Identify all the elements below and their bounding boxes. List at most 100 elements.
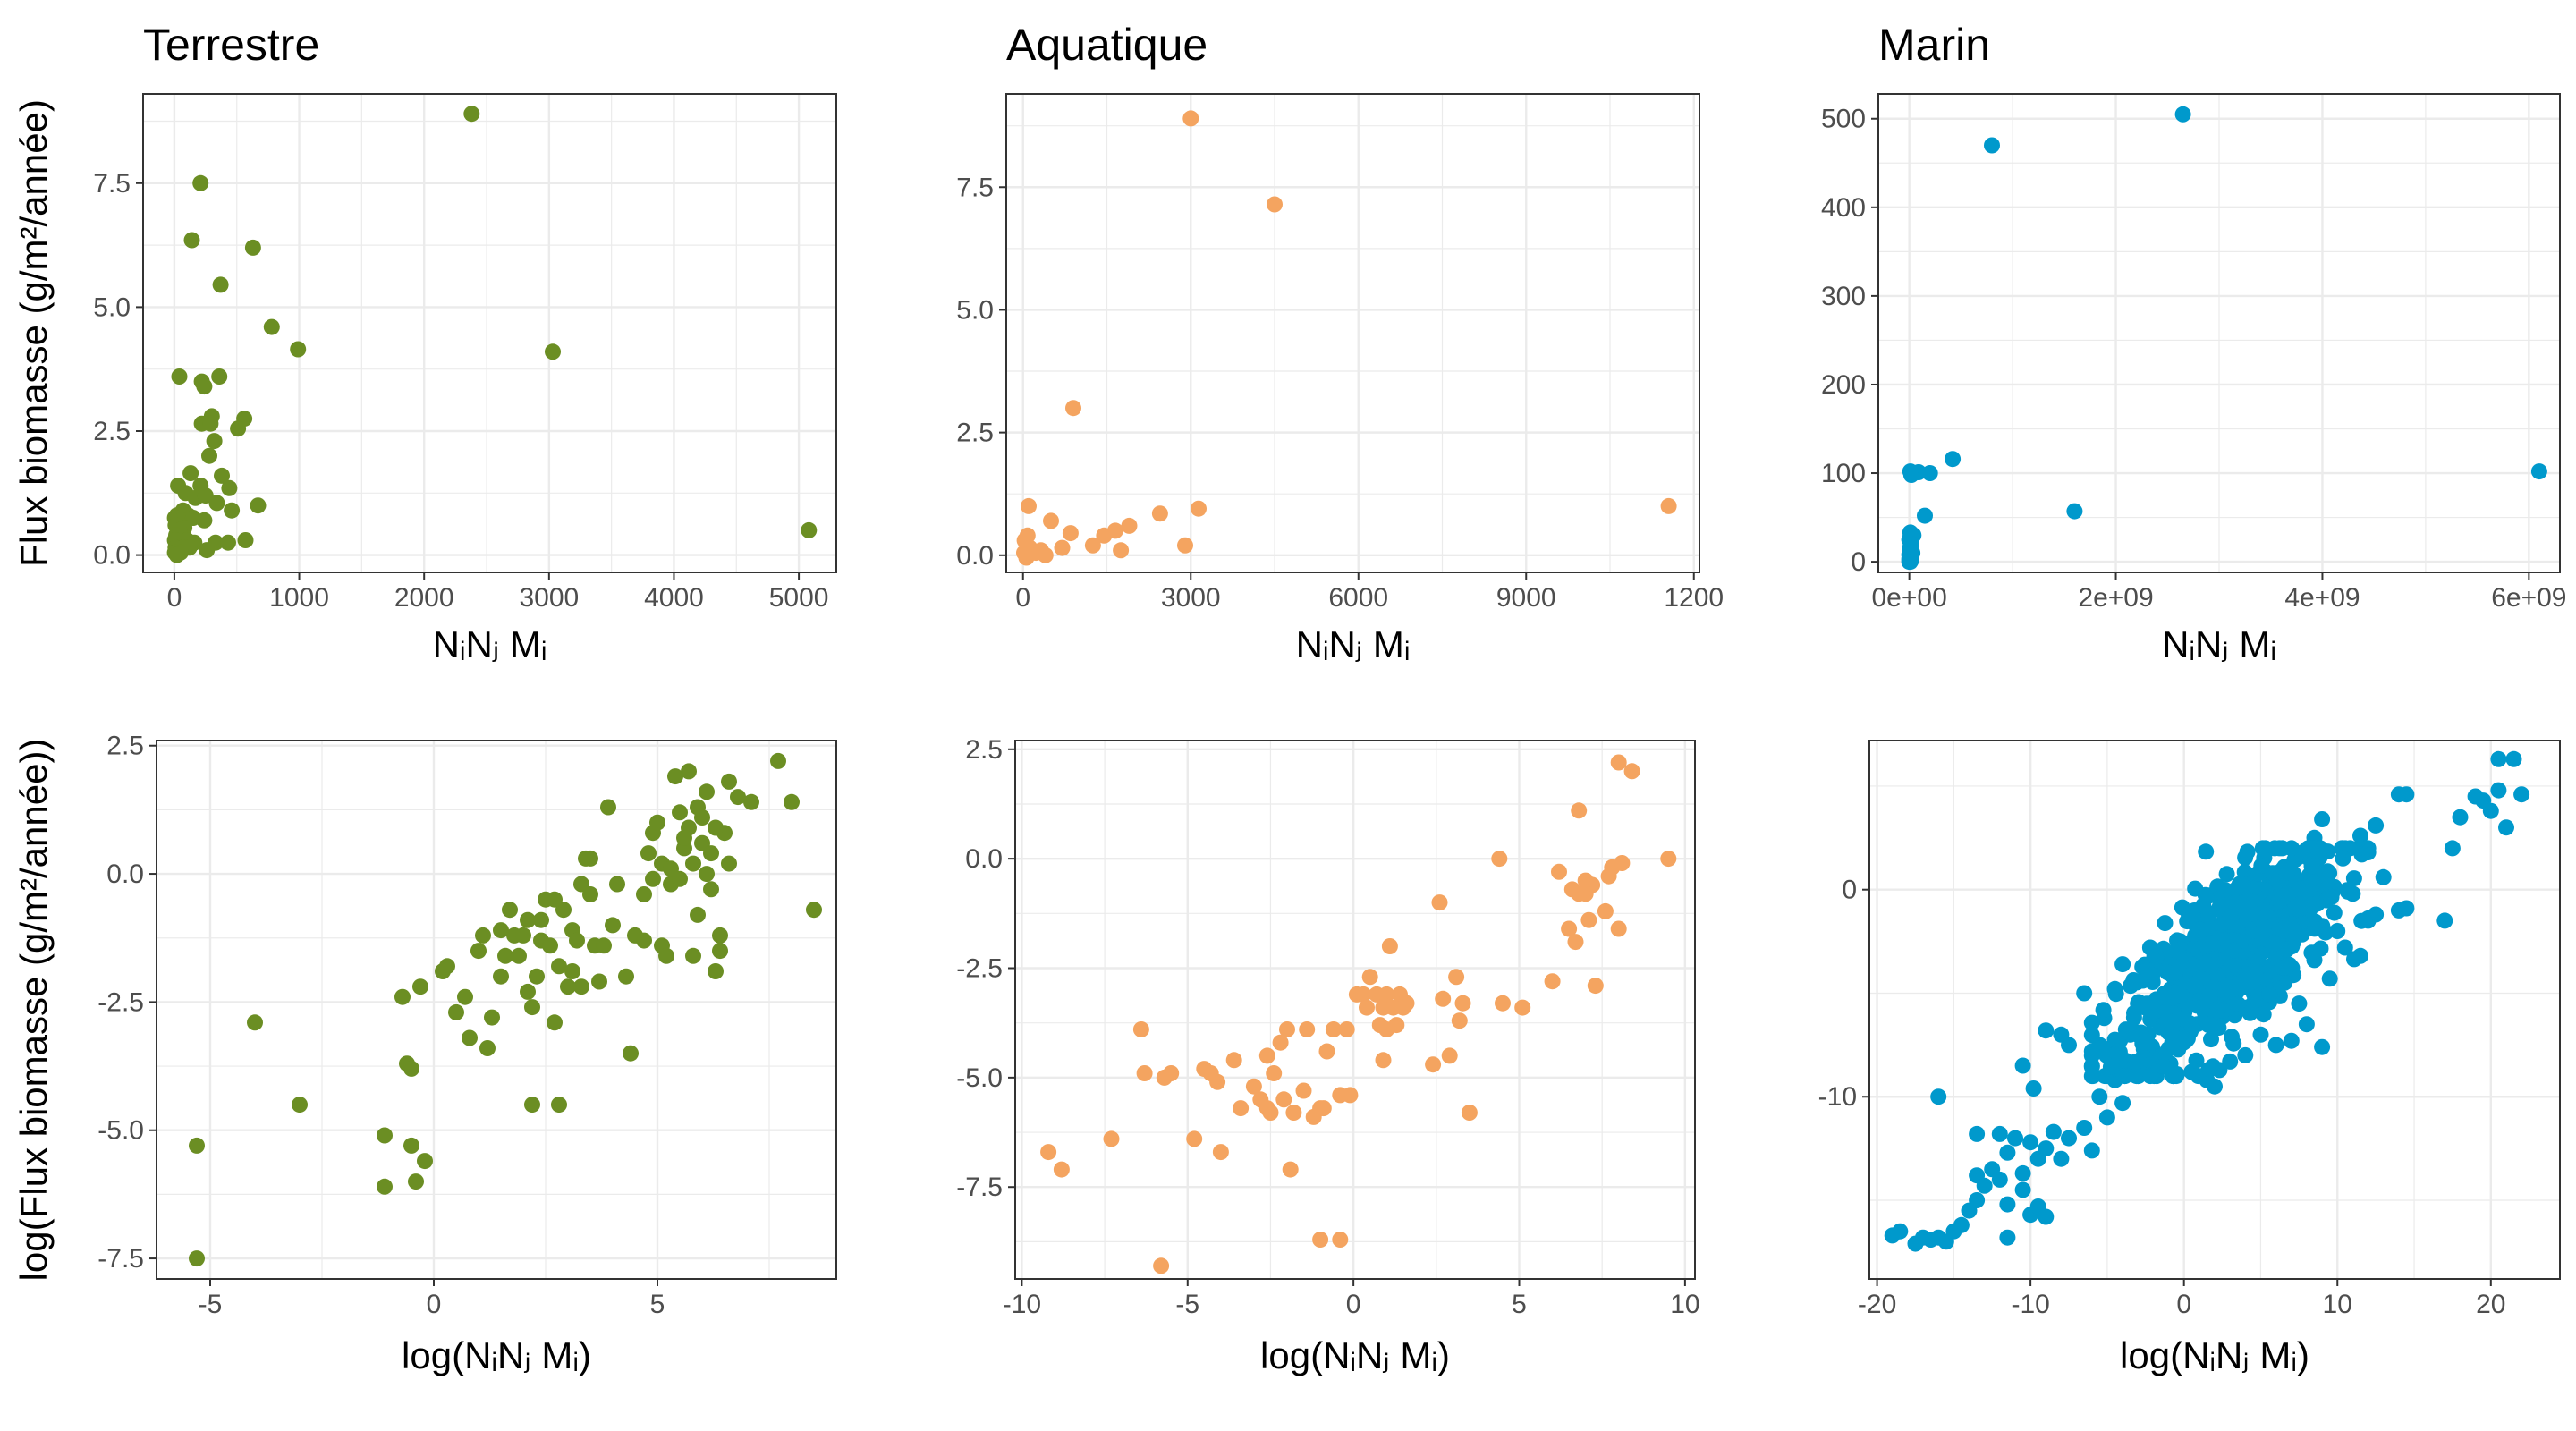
data-point xyxy=(484,1009,500,1026)
data-point xyxy=(2197,886,2214,903)
data-point xyxy=(2298,1016,2315,1033)
data-point xyxy=(2233,879,2249,896)
data-point xyxy=(224,502,241,519)
x-tick-label: -10 xyxy=(1003,1290,1041,1319)
data-point xyxy=(703,881,719,898)
data-point xyxy=(168,546,185,563)
data-point xyxy=(2211,1062,2228,1079)
data-point xyxy=(1021,497,1037,514)
y-tick-label: 2.5 xyxy=(106,732,144,761)
data-point xyxy=(1999,1229,2016,1246)
data-point xyxy=(2284,840,2300,857)
data-point xyxy=(524,1097,540,1113)
y-tick-label: 0 xyxy=(1842,876,1857,905)
data-point xyxy=(1580,911,1597,928)
data-point xyxy=(542,937,558,954)
data-point xyxy=(1065,400,1081,417)
data-point xyxy=(408,1173,424,1190)
data-point xyxy=(2194,955,2211,972)
data-point xyxy=(2306,920,2323,937)
x-tick-label: 0 xyxy=(427,1290,442,1319)
data-point xyxy=(1614,855,1631,871)
data-point xyxy=(1040,1144,1057,1161)
data-point xyxy=(2106,1046,2123,1063)
panel-marin-log: -20 -10 0 10 20 -10 0 log(NᵢNⱼ Mᵢ) xyxy=(1818,740,2561,1376)
data-point xyxy=(2301,901,2318,918)
data-point xyxy=(1182,110,1199,127)
data-point xyxy=(667,768,683,785)
data-point xyxy=(2303,944,2320,961)
data-point xyxy=(2314,811,2331,827)
data-point xyxy=(1930,1088,1947,1105)
data-point xyxy=(1902,463,1919,480)
data-point xyxy=(237,532,254,548)
x-tick-label: 6000 xyxy=(1328,583,1388,613)
data-point xyxy=(2352,827,2368,844)
data-point xyxy=(2038,1140,2055,1157)
data-point xyxy=(1315,1100,1332,1117)
data-point xyxy=(1121,517,1138,534)
data-point xyxy=(2252,1026,2269,1043)
data-point xyxy=(2321,865,2338,882)
x-tick-label: 1000 xyxy=(269,583,329,613)
data-point xyxy=(582,850,598,867)
x-tick-label: 2e+09 xyxy=(2078,583,2153,613)
x-tick-label: -5 xyxy=(1175,1290,1199,1319)
data-point xyxy=(2022,1134,2039,1151)
data-point xyxy=(211,368,228,385)
data-point xyxy=(1132,1021,1149,1037)
x-tick-label: 3000 xyxy=(519,583,579,613)
data-point xyxy=(250,497,267,514)
data-point xyxy=(1984,137,2000,154)
data-point xyxy=(230,420,247,437)
data-point xyxy=(2530,463,2547,480)
data-point xyxy=(672,804,688,821)
data-point xyxy=(196,378,213,395)
panel-terrestre-linear: 0 1000 2000 3000 4000 5000 0.0 2.5 5.0 7.5 Terrest… xyxy=(13,20,837,665)
data-point xyxy=(2128,1068,2145,1085)
data-point xyxy=(2116,1068,2133,1085)
data-point xyxy=(2157,915,2174,932)
data-point xyxy=(685,947,701,964)
data-point xyxy=(640,845,657,862)
data-point xyxy=(1451,1012,1468,1029)
y-tick-label: -5.0 xyxy=(97,1116,144,1146)
data-point xyxy=(573,978,589,995)
data-point xyxy=(1660,851,1677,868)
data-point xyxy=(645,870,661,887)
data-point xyxy=(2190,1068,2207,1085)
data-point xyxy=(636,886,652,902)
data-point xyxy=(394,988,411,1005)
data-point xyxy=(212,276,229,293)
data-point xyxy=(1332,1232,1349,1248)
data-point xyxy=(2375,868,2392,885)
data-point xyxy=(1053,1161,1070,1178)
data-point xyxy=(2295,843,2312,860)
x-axis-label: log(NᵢNⱼ Mᵢ) xyxy=(1260,1334,1450,1376)
y-tick-label: 0.0 xyxy=(106,859,144,889)
plot-background xyxy=(157,741,836,1279)
data-point xyxy=(2144,967,2161,984)
data-point xyxy=(192,174,209,191)
data-point xyxy=(439,958,455,975)
data-point xyxy=(2174,899,2190,916)
data-point xyxy=(529,968,545,985)
panel-border xyxy=(1005,93,1700,573)
x-tick-label: 3000 xyxy=(1161,583,1221,613)
data-point xyxy=(377,1127,393,1144)
data-point xyxy=(1375,1052,1392,1069)
data-point xyxy=(1279,1021,1295,1037)
data-point xyxy=(2353,912,2370,929)
data-point xyxy=(2256,918,2273,935)
data-point xyxy=(708,963,724,979)
data-point xyxy=(1945,451,1962,468)
data-point xyxy=(189,1250,205,1267)
data-point xyxy=(2134,1035,2151,1052)
data-point xyxy=(1032,542,1049,559)
data-point xyxy=(618,968,634,985)
data-point xyxy=(2076,985,2093,1002)
data-point xyxy=(2346,951,2362,968)
data-point xyxy=(676,829,692,846)
y-tick-label: 0.0 xyxy=(956,541,994,571)
data-point xyxy=(694,809,710,826)
